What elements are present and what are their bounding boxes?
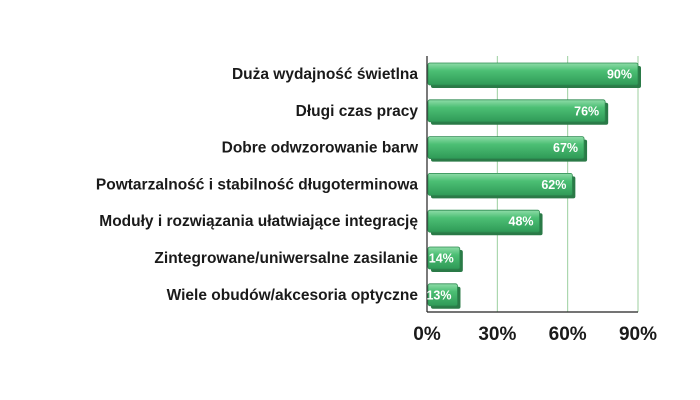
x-tick-label: 30% — [478, 324, 516, 345]
data-label: 76% — [574, 104, 599, 118]
bar-fill — [427, 136, 585, 160]
bar-fill — [427, 209, 540, 233]
bar-fill — [427, 283, 458, 307]
data-label: 48% — [509, 215, 534, 229]
labels: 90% Duża wydajność świetlna 76% Długi czas … — [96, 66, 657, 345]
bar-fill — [427, 62, 639, 86]
bar — [427, 136, 588, 162]
category-label: Wiele obudów/akcesoria optyczne — [167, 287, 419, 304]
data-label: 67% — [553, 141, 578, 155]
data-label: 13% — [426, 288, 451, 302]
category-label: Długi czas pracy — [296, 103, 419, 120]
bar — [427, 283, 461, 309]
category-label: Powtarzalność i stabilność długoterminow… — [96, 176, 418, 193]
x-tick-label: 90% — [619, 324, 657, 345]
category-label: Dobre odwzorowanie barw — [222, 140, 419, 157]
data-label: 62% — [541, 178, 566, 192]
bar-fill — [427, 246, 461, 270]
bar — [427, 246, 463, 272]
axes — [426, 56, 638, 313]
x-tick-label: 0% — [413, 324, 441, 345]
bars — [427, 62, 641, 309]
category-label: Zintegrowane/uniwersalne zasilanie — [154, 250, 418, 267]
category-label: Duża wydajność świetlna — [232, 66, 418, 83]
bar — [427, 172, 576, 199]
data-label: 90% — [607, 68, 632, 82]
bar — [427, 99, 609, 125]
x-tick-label: 60% — [549, 324, 587, 345]
bar — [427, 62, 641, 88]
bar-fill — [427, 99, 606, 123]
bar-fill — [427, 172, 573, 196]
data-label: 14% — [429, 252, 454, 266]
category-label: Moduły i rozwiązania ułatwiające integra… — [99, 213, 418, 230]
bar — [427, 209, 543, 236]
